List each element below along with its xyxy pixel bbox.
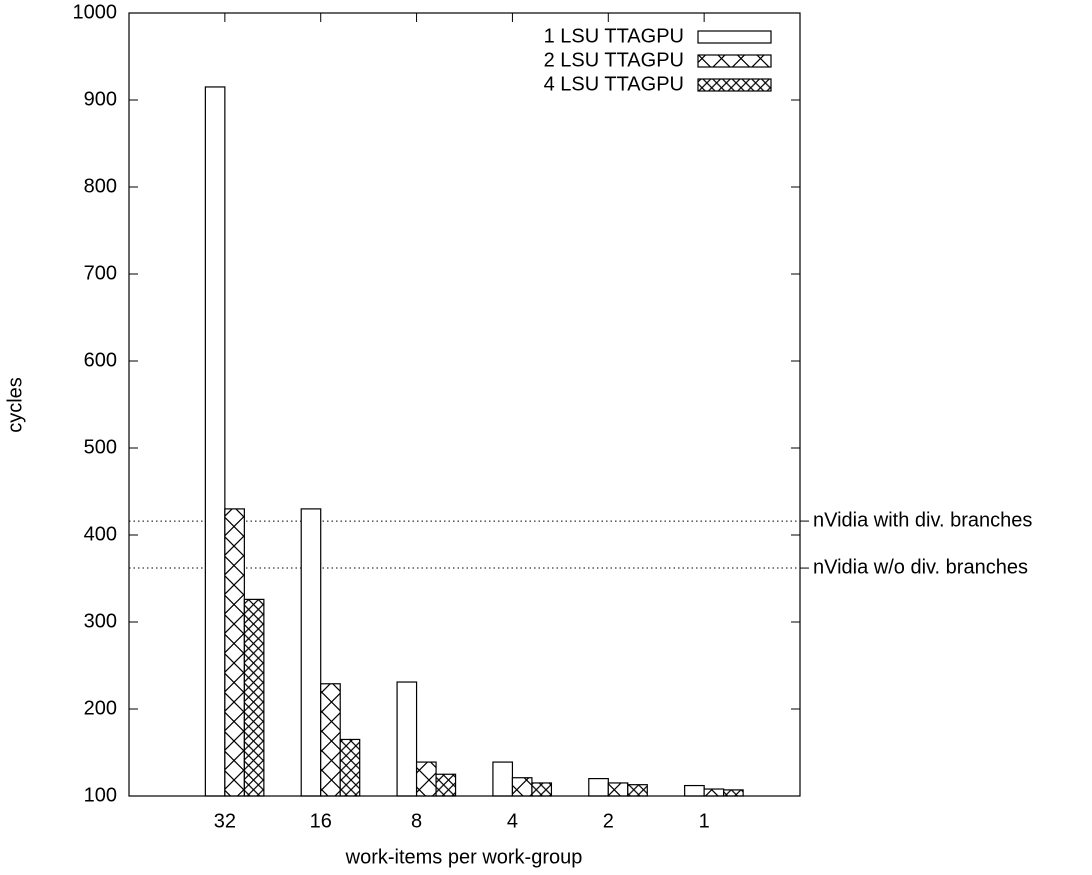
bar: [684, 784, 705, 797]
legend-label: 1 LSU TTAGPU: [544, 25, 684, 47]
x-tick-label: 4: [507, 810, 518, 832]
legend-label: 2 LSU TTAGPU: [544, 49, 684, 71]
x-tick-label: 2: [603, 810, 614, 832]
legend-swatch: [697, 30, 772, 44]
y-tick-label: 200: [84, 697, 117, 719]
x-axis-label: work-items per work-group: [345, 846, 583, 868]
bar: [492, 761, 514, 797]
bar: [243, 598, 265, 797]
bar: [723, 789, 744, 797]
bar: [607, 782, 629, 797]
bar: [511, 777, 533, 797]
bar: [300, 508, 322, 797]
bar: [415, 761, 437, 797]
x-tick-label: 1: [699, 810, 710, 832]
bar: [531, 782, 553, 797]
y-tick-label: 100: [84, 784, 117, 806]
bar: [627, 784, 648, 797]
x-tick-label: 16: [310, 810, 332, 832]
bar: [435, 773, 457, 797]
bar: [224, 508, 245, 797]
bar: [204, 86, 226, 797]
legend-label: 4 LSU TTAGPU: [544, 73, 684, 95]
y-tick-label: 600: [84, 349, 117, 371]
bar: [339, 738, 361, 797]
reference-label: nVidia w/o div. branches: [813, 556, 1028, 578]
y-tick-label: 900: [84, 88, 117, 110]
bar: [588, 777, 609, 797]
bar: [396, 681, 418, 797]
bar: [320, 683, 341, 797]
x-tick-label: 32: [214, 810, 236, 832]
y-tick-label: 700: [84, 262, 117, 284]
y-tick-label: 800: [84, 175, 117, 197]
x-tick-label: 8: [411, 810, 422, 832]
y-tick-label: 400: [84, 523, 117, 545]
y-tick-label: 1000: [73, 1, 118, 23]
reference-label: nVidia with div. branches: [813, 509, 1032, 531]
plot-frame: [128, 12, 801, 797]
bar: [703, 788, 725, 797]
legend-swatch: [697, 78, 772, 92]
y-tick-label: 300: [84, 610, 117, 632]
y-axis-label: cycles: [4, 377, 26, 433]
y-tick-label: 500: [84, 436, 117, 458]
legend-swatch: [697, 54, 772, 68]
